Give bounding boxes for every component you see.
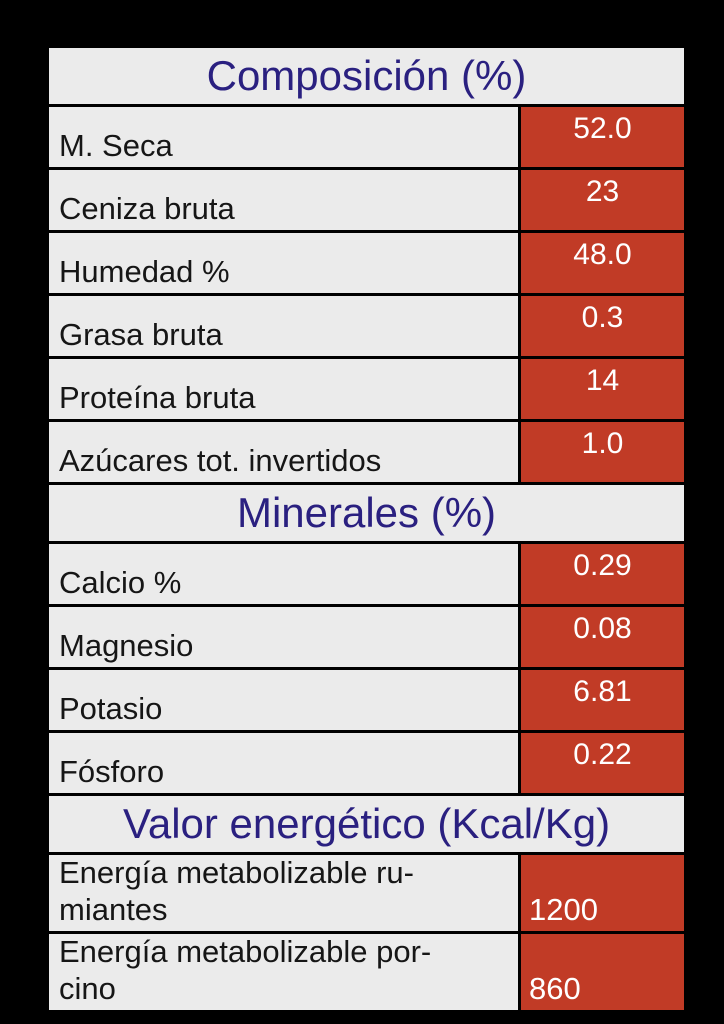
section-header-minerales: Minerales (%): [49, 485, 684, 541]
row-label: Potasio: [59, 691, 163, 726]
table-row-energia-rumiantes: Energía metabolizable ru- miantes 1200: [49, 855, 684, 931]
table-row-grasa-bruta: Grasa bruta 0.3: [49, 296, 684, 356]
section-header-composicion: Composición (%): [49, 48, 684, 104]
row-label-cell: Proteína bruta: [49, 359, 518, 419]
row-label-line-2: cino: [59, 971, 116, 1006]
row-value: 52.0: [573, 112, 632, 145]
row-label: Azúcares tot. invertidos: [59, 443, 382, 478]
row-label-cell: Azúcares tot. invertidos: [49, 422, 518, 482]
row-value: 1200: [529, 891, 598, 927]
row-label: M. Seca: [59, 128, 173, 163]
row-value-cell: 1200: [521, 855, 684, 931]
row-value: 1.0: [581, 427, 624, 460]
row-label-cell: Ceniza bruta: [49, 170, 518, 230]
row-label: Calcio %: [59, 565, 182, 600]
row-value-cell: 14: [521, 359, 684, 419]
row-value-cell: 0.29: [521, 544, 684, 604]
row-label: Magnesio: [59, 628, 194, 663]
row-value-cell: 860: [521, 934, 684, 1010]
table-row-proteina-bruta: Proteína bruta 14: [49, 359, 684, 419]
row-label-line-1: Energía metabolizable por-: [59, 934, 432, 969]
row-label-cell: Energía metabolizable ru- miantes: [49, 855, 518, 931]
row-value: 860: [529, 970, 581, 1006]
section-header-text: Valor energético (Kcal/Kg): [122, 800, 611, 847]
row-label: Ceniza bruta: [59, 191, 235, 226]
table-row-fosforo: Fósforo 0.22: [49, 733, 684, 793]
section-header-cell: Minerales (%): [49, 485, 684, 541]
row-value: 0.22: [573, 738, 632, 771]
table-row-energia-porcino: Energía metabolizable por- cino 860: [49, 934, 684, 1010]
row-value-cell: 6.81: [521, 670, 684, 730]
row-label-cell: Potasio: [49, 670, 518, 730]
row-value-cell: 0.3: [521, 296, 684, 356]
composition-table: Composición (%) M. Seca 52.0 Ceniza brut…: [46, 45, 687, 1013]
row-label-line-1: Energía metabolizable ru-: [59, 855, 414, 890]
row-value-cell: 0.08: [521, 607, 684, 667]
row-label-line-2: miantes: [59, 892, 168, 927]
row-label: Humedad %: [59, 254, 230, 289]
row-value: 23: [585, 175, 620, 208]
row-value: 6.81: [573, 675, 632, 708]
table-row-magnesio: Magnesio 0.08: [49, 607, 684, 667]
table-row-potasio: Potasio 6.81: [49, 670, 684, 730]
row-value: 0.29: [573, 549, 632, 582]
row-label-cell: M. Seca: [49, 107, 518, 167]
row-label-cell: Fósforo: [49, 733, 518, 793]
row-value: 0.08: [573, 612, 632, 645]
table-row-humedad: Humedad % 48.0: [49, 233, 684, 293]
row-value: 48.0: [573, 238, 632, 271]
row-value-cell: 23: [521, 170, 684, 230]
row-label-cell: Energía metabolizable por- cino: [49, 934, 518, 1010]
row-label-cell: Humedad %: [49, 233, 518, 293]
row-value-cell: 52.0: [521, 107, 684, 167]
section-header-cell: Valor energético (Kcal/Kg): [49, 796, 684, 852]
row-value-cell: 0.22: [521, 733, 684, 793]
row-label-cell: Grasa bruta: [49, 296, 518, 356]
row-label: Fósforo: [59, 754, 165, 789]
table-row-azucares: Azúcares tot. invertidos 1.0: [49, 422, 684, 482]
row-label-cell: Magnesio: [49, 607, 518, 667]
row-value-cell: 1.0: [521, 422, 684, 482]
row-label-cell: Calcio %: [49, 544, 518, 604]
row-label: Grasa bruta: [59, 317, 223, 352]
row-value: 0.3: [581, 301, 624, 334]
section-header-text: Composición (%): [206, 52, 527, 99]
row-label: Proteína bruta: [59, 380, 256, 415]
row-value: 14: [585, 364, 620, 397]
table-row-ceniza-bruta: Ceniza bruta 23: [49, 170, 684, 230]
table-row-m-seca: M. Seca 52.0: [49, 107, 684, 167]
section-header-valor-energetico: Valor energético (Kcal/Kg): [49, 796, 684, 852]
table-row-calcio: Calcio % 0.29: [49, 544, 684, 604]
section-header-text: Minerales (%): [236, 489, 497, 536]
section-header-cell: Composición (%): [49, 48, 684, 104]
row-value-cell: 48.0: [521, 233, 684, 293]
